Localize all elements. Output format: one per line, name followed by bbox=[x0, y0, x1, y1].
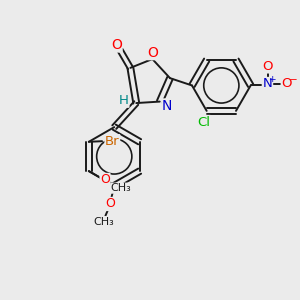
Text: H: H bbox=[119, 94, 129, 107]
Text: −: − bbox=[289, 75, 297, 85]
Text: +: + bbox=[268, 74, 276, 83]
Text: O: O bbox=[106, 197, 116, 211]
Text: CH₃: CH₃ bbox=[94, 217, 114, 226]
Text: O: O bbox=[281, 77, 292, 91]
Text: Cl: Cl bbox=[197, 116, 210, 128]
Text: N: N bbox=[162, 99, 172, 113]
Text: Br: Br bbox=[105, 135, 120, 148]
Text: O: O bbox=[111, 38, 122, 52]
Text: O: O bbox=[100, 173, 110, 186]
Text: CH₃: CH₃ bbox=[111, 183, 131, 193]
Text: O: O bbox=[148, 46, 158, 60]
Text: N: N bbox=[263, 77, 273, 91]
Text: O: O bbox=[262, 60, 273, 73]
